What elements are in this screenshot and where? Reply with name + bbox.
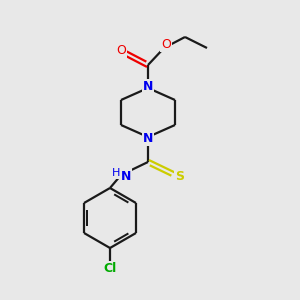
Text: N: N <box>143 80 153 94</box>
Text: Cl: Cl <box>103 262 117 275</box>
Text: O: O <box>161 38 171 50</box>
Text: N: N <box>121 169 131 182</box>
Text: O: O <box>116 44 126 56</box>
Text: S: S <box>176 169 184 182</box>
Text: N: N <box>143 131 153 145</box>
Text: H: H <box>112 168 120 178</box>
